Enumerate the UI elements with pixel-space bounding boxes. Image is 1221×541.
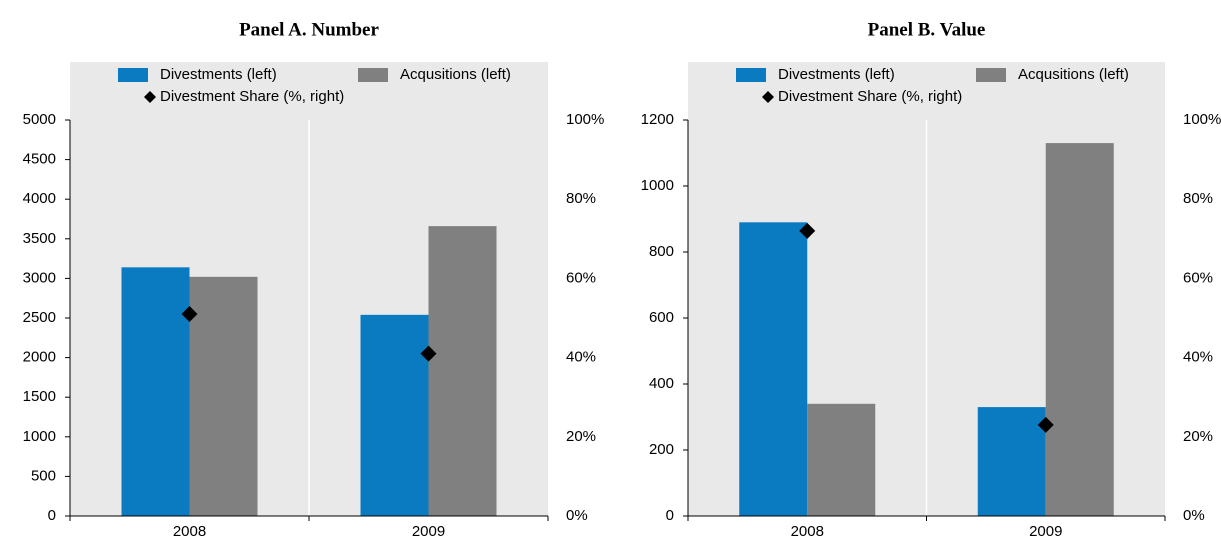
x-tick-label: 2009	[1029, 523, 1062, 540]
legend-label: Divestment Share (%, right)	[778, 88, 962, 105]
bar	[121, 267, 190, 516]
legend-marker	[144, 91, 156, 103]
bar	[1045, 143, 1114, 516]
x-tick-label: 2009	[412, 523, 445, 540]
legend-swatch	[976, 68, 1006, 82]
legend-swatch	[736, 68, 766, 82]
chart-title: Panel B. Value	[868, 19, 986, 40]
y-tick-label: 500	[31, 467, 56, 484]
y-tick-label: 400	[649, 375, 674, 392]
y-tick-label: 200	[649, 441, 674, 458]
y2-tick-label: 0%	[1183, 507, 1205, 524]
y2-tick-label: 100%	[566, 111, 604, 128]
legend-label: Divestments (left)	[778, 66, 895, 83]
y-tick-label: 1200	[641, 111, 674, 128]
x-tick-label: 2008	[791, 523, 824, 540]
y-tick-label: 600	[649, 309, 674, 326]
bar	[428, 226, 497, 517]
legend-label: Acqusitions (left)	[400, 66, 511, 83]
share-marker	[420, 345, 437, 362]
y-tick-label: 0	[666, 507, 674, 524]
x-tick-label: 2008	[173, 523, 206, 540]
y-tick-label: 1500	[23, 388, 56, 405]
share-marker	[799, 222, 816, 239]
y-tick-label: 2000	[23, 349, 56, 366]
legend-label: Acqusitions (left)	[1018, 66, 1129, 83]
legend-marker	[762, 91, 774, 103]
y-tick-label: 800	[649, 243, 674, 260]
legend-label: Divestment Share (%, right)	[160, 88, 344, 105]
y-tick-label: 2500	[23, 309, 56, 326]
bar	[977, 407, 1046, 516]
bar	[807, 403, 876, 516]
chart-title: Panel A. Number	[239, 19, 379, 40]
y-tick-label: 3500	[23, 230, 56, 247]
y2-tick-label: 0%	[566, 507, 588, 524]
y2-tick-label: 100%	[1183, 111, 1221, 128]
y2-tick-label: 60%	[1183, 269, 1213, 286]
legend-swatch	[358, 68, 388, 82]
y2-tick-label: 40%	[566, 349, 596, 366]
y-tick-label: 1000	[23, 428, 56, 445]
bar	[360, 314, 429, 516]
y2-tick-label: 40%	[1183, 349, 1213, 366]
bar	[189, 276, 258, 516]
legend-swatch	[118, 68, 148, 82]
y2-tick-label: 20%	[1183, 428, 1213, 445]
y2-tick-label: 60%	[566, 269, 596, 286]
y-tick-label: 5000	[23, 111, 56, 128]
y2-tick-label: 20%	[566, 428, 596, 445]
share-marker	[1037, 416, 1054, 433]
legend-label: Divestments (left)	[160, 66, 277, 83]
y2-tick-label: 80%	[566, 190, 596, 207]
y-tick-label: 1000	[641, 177, 674, 194]
y-tick-label: 4500	[23, 151, 56, 168]
y-tick-label: 4000	[23, 190, 56, 207]
y-tick-label: 0	[48, 507, 56, 524]
y-tick-label: 3000	[23, 269, 56, 286]
bar	[739, 222, 808, 517]
y2-tick-label: 80%	[1183, 190, 1213, 207]
share-marker	[181, 306, 198, 323]
